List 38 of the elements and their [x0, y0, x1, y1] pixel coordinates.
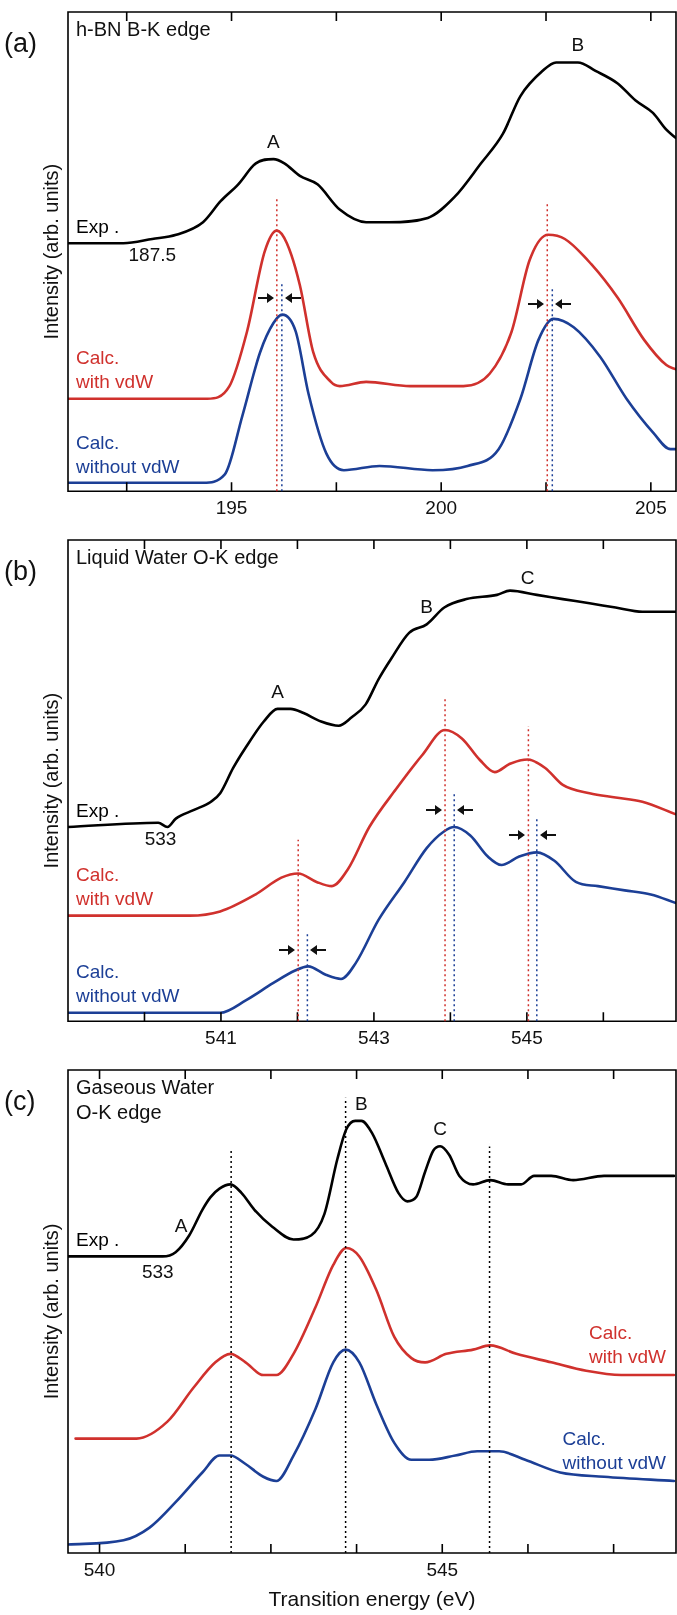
annotation: A [271, 680, 285, 702]
chart-title: Liquid Water O-K edge [76, 545, 279, 568]
x-tick-label: 200 [425, 496, 458, 518]
series-label: Exp . [76, 1229, 120, 1251]
series-label: Calc. without vdW [75, 431, 180, 477]
x-tick-label: 195 [215, 496, 248, 518]
chart-title: h-BN B-K edge [76, 17, 211, 40]
series-label: Calc. with vdW [75, 864, 154, 910]
series-label: Exp . [76, 799, 120, 821]
x-tick-label: 205 [634, 496, 667, 518]
annotation: A [267, 130, 281, 152]
x-axis-title: Transition energy (eV) [268, 1587, 476, 1611]
text: (b) [4, 556, 37, 586]
x-tick-label: 545 [426, 1558, 459, 1580]
x-tick-label: 545 [511, 1026, 543, 1048]
annotation: B [571, 34, 585, 56]
series-label: Calc. without vdW [75, 961, 180, 1007]
annotation: 187.5 [128, 243, 177, 265]
series-label: Calc. with vdW [75, 347, 154, 393]
annotation: C [520, 566, 535, 588]
y-axis-title: Intensity (arb. units) [39, 692, 62, 869]
y-axis-title: Intensity (arb. units) [39, 163, 62, 340]
y-axis-title: Intensity (arb. units) [39, 1223, 62, 1400]
chart-title: Gaseous Water O-K edge [76, 1075, 215, 1123]
series-label: Calc. with vdW [587, 1321, 667, 1367]
text: (a) [4, 28, 37, 58]
series-label: Calc. without vdW [561, 1427, 667, 1473]
annotation: B [355, 1092, 368, 1114]
annotation: 533 [141, 1261, 174, 1283]
x-tick-label: 541 [205, 1026, 237, 1048]
annotation: A [174, 1215, 188, 1237]
series-label: Exp . [76, 215, 120, 237]
annotation: 533 [144, 827, 177, 849]
annotation: C [433, 1118, 448, 1139]
annotation: B [420, 596, 434, 618]
x-tick-label: 543 [358, 1026, 390, 1048]
text: (c) [4, 1086, 36, 1116]
x-tick-label: 540 [83, 1558, 116, 1580]
